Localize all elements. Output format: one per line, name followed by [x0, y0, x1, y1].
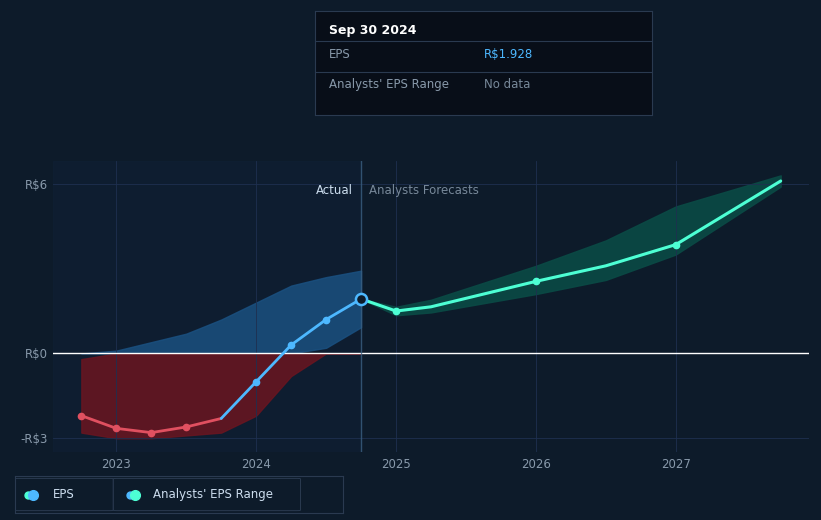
Bar: [53, 161, 361, 452]
FancyBboxPatch shape: [15, 478, 113, 511]
Text: EPS: EPS: [328, 48, 351, 61]
Text: Analysts' EPS Range: Analysts' EPS Range: [328, 78, 449, 91]
FancyBboxPatch shape: [113, 478, 300, 511]
Text: EPS: EPS: [53, 488, 74, 501]
Text: Actual: Actual: [316, 185, 353, 198]
Text: Analysts' EPS Range: Analysts' EPS Range: [153, 488, 273, 501]
Text: R$1.928: R$1.928: [484, 48, 533, 61]
Text: Analysts Forecasts: Analysts Forecasts: [369, 185, 479, 198]
Text: Sep 30 2024: Sep 30 2024: [328, 24, 416, 37]
Text: No data: No data: [484, 78, 530, 91]
